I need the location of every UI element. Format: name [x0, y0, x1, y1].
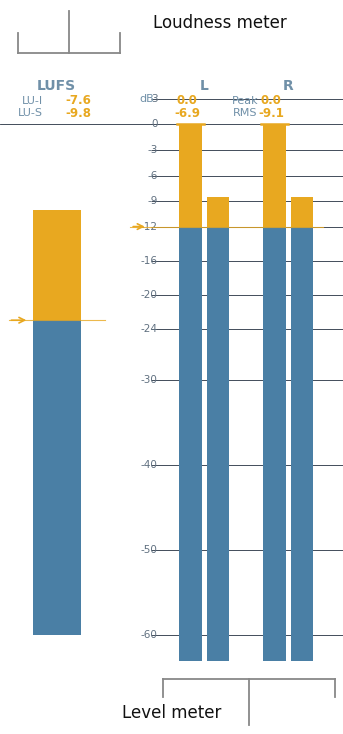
Text: LUFS: LUFS [37, 79, 76, 93]
Bar [206, 197, 229, 227]
Text: -50: -50 [141, 545, 158, 555]
Text: -20: -20 [141, 290, 158, 299]
Text: RMS: RMS [233, 109, 258, 118]
Text: R: R [283, 79, 294, 93]
Text: -6: -6 [147, 170, 158, 181]
Text: -7.6: -7.6 [65, 94, 91, 107]
Text: -9.8: -9.8 [65, 107, 91, 120]
Bar [179, 227, 202, 661]
Text: -24: -24 [141, 324, 158, 334]
Text: L: L [200, 79, 209, 93]
Text: 3: 3 [151, 94, 158, 104]
Bar [33, 210, 81, 320]
Bar [206, 227, 229, 661]
Text: Loudness meter: Loudness meter [153, 15, 287, 32]
Text: 0: 0 [151, 120, 158, 129]
Text: -12: -12 [141, 222, 158, 232]
Bar [291, 227, 313, 661]
Text: -30: -30 [141, 375, 158, 385]
Text: Peak: Peak [232, 95, 259, 106]
Bar [263, 125, 285, 227]
Text: LU-S: LU-S [18, 109, 43, 118]
Text: -16: -16 [141, 255, 158, 266]
Text: -6.9: -6.9 [174, 107, 200, 120]
Text: -60: -60 [141, 630, 158, 640]
Text: 0.0: 0.0 [177, 94, 197, 107]
Text: -40: -40 [141, 460, 158, 470]
Text: 0.0: 0.0 [261, 94, 281, 107]
Text: -9.1: -9.1 [258, 107, 284, 120]
Bar [263, 227, 285, 661]
Bar [179, 125, 202, 227]
Text: dB: dB [140, 94, 154, 104]
Bar [33, 320, 81, 635]
Bar [291, 197, 313, 227]
Text: Level meter: Level meter [122, 705, 222, 722]
Text: LU-I: LU-I [22, 95, 43, 106]
Text: -3: -3 [147, 145, 158, 155]
Text: -9: -9 [147, 196, 158, 206]
